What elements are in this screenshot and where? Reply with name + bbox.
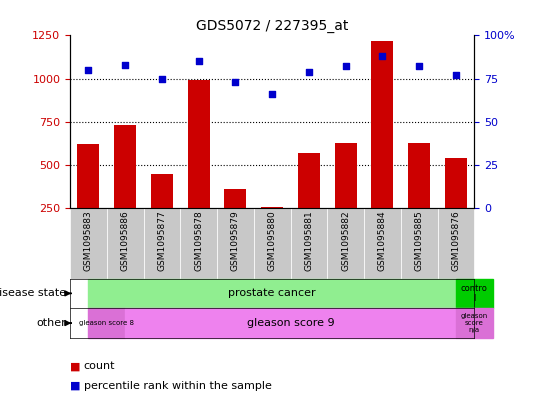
Point — [378, 53, 387, 59]
Point — [157, 75, 166, 82]
Point — [341, 63, 350, 70]
Point — [121, 62, 129, 68]
Bar — [445, 158, 467, 252]
Bar — [364, 208, 401, 279]
Bar — [261, 208, 283, 252]
Point — [452, 72, 460, 78]
Point — [195, 58, 203, 64]
Bar — [188, 80, 210, 252]
Text: percentile rank within the sample: percentile rank within the sample — [84, 381, 272, 391]
Text: contro
l: contro l — [461, 284, 488, 303]
Bar — [298, 153, 320, 252]
Text: disease state: disease state — [0, 288, 66, 298]
Point — [305, 68, 313, 75]
Text: GSM1095886: GSM1095886 — [121, 210, 130, 271]
Title: GDS5072 / 227395_at: GDS5072 / 227395_at — [196, 19, 348, 33]
Bar — [78, 144, 100, 252]
Bar — [254, 208, 291, 279]
Bar — [408, 143, 430, 252]
Text: gleason score 8: gleason score 8 — [79, 320, 134, 326]
Point — [415, 63, 424, 70]
Bar — [143, 208, 181, 279]
Text: GSM1095881: GSM1095881 — [305, 210, 314, 271]
Point — [84, 67, 93, 73]
Bar — [456, 279, 493, 308]
Bar — [181, 208, 217, 279]
Bar — [456, 308, 493, 338]
Bar — [291, 208, 327, 279]
Text: GSM1095885: GSM1095885 — [414, 210, 424, 271]
Bar — [114, 125, 136, 252]
Text: GSM1095884: GSM1095884 — [378, 210, 387, 271]
Text: GSM1095878: GSM1095878 — [194, 210, 203, 271]
Bar — [151, 174, 173, 252]
Point — [231, 79, 240, 85]
Bar — [335, 143, 357, 252]
Bar — [70, 208, 107, 279]
Text: other: other — [36, 318, 66, 328]
Point — [268, 91, 277, 97]
Bar — [107, 208, 143, 279]
Text: GSM1095877: GSM1095877 — [157, 210, 167, 271]
Text: GSM1095880: GSM1095880 — [268, 210, 277, 271]
Bar — [327, 208, 364, 279]
Bar — [401, 208, 438, 279]
Bar — [217, 208, 254, 279]
Bar — [125, 308, 456, 338]
Text: ■: ■ — [70, 381, 80, 391]
Text: prostate cancer: prostate cancer — [229, 288, 316, 298]
Text: gleason
score
n/a: gleason score n/a — [461, 313, 488, 333]
Bar — [88, 308, 125, 338]
Text: GSM1095883: GSM1095883 — [84, 210, 93, 271]
Bar — [438, 208, 474, 279]
Text: gleason score 9: gleason score 9 — [247, 318, 334, 328]
Bar — [224, 189, 246, 252]
Text: GSM1095876: GSM1095876 — [452, 210, 460, 271]
Text: GSM1095879: GSM1095879 — [231, 210, 240, 271]
Text: count: count — [84, 362, 115, 371]
Text: GSM1095882: GSM1095882 — [341, 210, 350, 271]
Bar — [371, 40, 393, 252]
Text: ■: ■ — [70, 362, 80, 371]
